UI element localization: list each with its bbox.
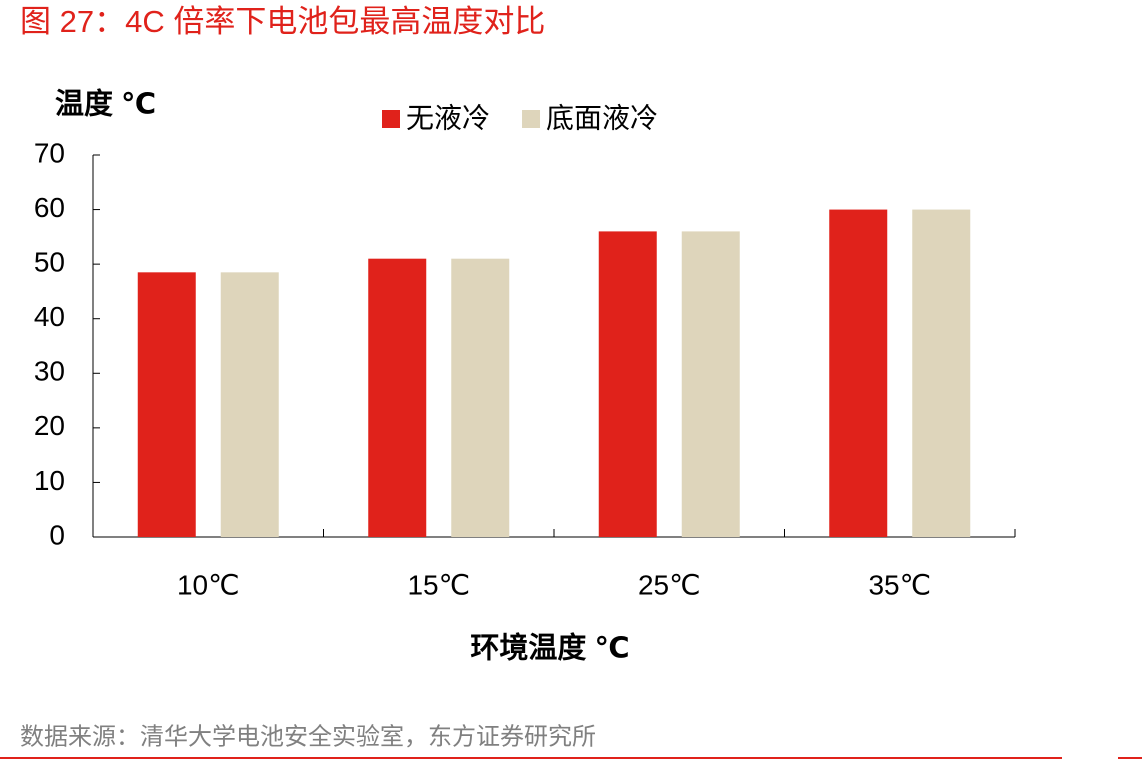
bar [598, 231, 657, 537]
bar [829, 209, 888, 538]
bar [451, 258, 510, 537]
y-tick-label: 70 [34, 137, 65, 168]
legend-label: 底面液冷 [546, 102, 658, 133]
chart-title: 图 27：4C 倍率下电池包最高温度对比 [20, 4, 545, 39]
legend-label: 无液冷 [406, 102, 490, 133]
x-tick-label: 10℃ [177, 569, 240, 600]
y-tick-label: 60 [34, 192, 65, 223]
y-tick-label: 50 [34, 247, 65, 278]
bar [220, 272, 279, 537]
y-tick-label: 40 [34, 301, 65, 332]
y-tick-label: 20 [34, 410, 65, 441]
x-tick-label: 15℃ [407, 569, 470, 600]
y-tick-label: 30 [34, 356, 65, 387]
y-tick-label: 10 [34, 465, 65, 496]
source: 数据来源：清华大学电池安全实验室，东方证券研究所 [20, 723, 596, 750]
legend-swatch [522, 110, 541, 128]
y-tick-label: 0 [49, 519, 65, 550]
bar [137, 272, 196, 537]
x-tick-label: 25℃ [638, 569, 701, 600]
bar [681, 231, 740, 537]
y-axis-title: 温度 ℃ [55, 88, 156, 121]
bar [368, 258, 427, 537]
legend-swatch [382, 110, 400, 128]
x-tick-label: 35℃ [868, 569, 931, 600]
x-axis-title: 环境温度 ℃ [470, 632, 629, 665]
bar [912, 209, 971, 538]
